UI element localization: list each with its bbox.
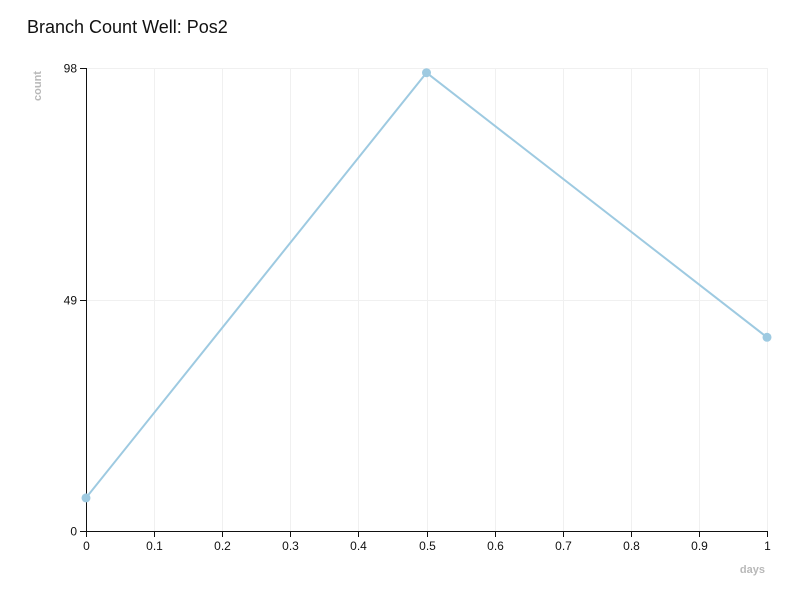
grid-lines <box>86 68 768 531</box>
x-tick-label: 0 <box>83 539 90 553</box>
x-tick-label: 0.5 <box>419 539 436 553</box>
x-tick-label: 1 <box>764 539 771 553</box>
data-point <box>81 493 91 503</box>
chart-title: Branch Count Well: Pos2 <box>27 17 228 37</box>
series-line <box>85 71 768 499</box>
x-tick-label: 0.8 <box>623 539 640 553</box>
y-tick-label: 0 <box>70 525 77 539</box>
x-tick-label: 0.6 <box>487 539 504 553</box>
series <box>81 68 772 503</box>
x-tick-label: 0.7 <box>555 539 572 553</box>
x-axis-title: days <box>740 564 765 576</box>
axes: 0 0.1 0.2 0.3 0.4 0.5 0.6 0.7 0.8 0.9 1 0 49 98 <box>64 62 772 554</box>
x-tick-label: 0.9 <box>691 539 708 553</box>
x-tick-label: 0.3 <box>282 539 299 553</box>
x-tick-label: 0.4 <box>350 539 367 553</box>
data-point <box>422 68 431 78</box>
data-point <box>762 332 772 342</box>
y-tick-label: 98 <box>64 62 78 76</box>
y-tick-label: 49 <box>64 294 78 308</box>
x-tick-label: 0.2 <box>214 539 231 553</box>
x-tick-label: 0.1 <box>146 539 163 553</box>
y-axis-title: count <box>32 71 44 101</box>
